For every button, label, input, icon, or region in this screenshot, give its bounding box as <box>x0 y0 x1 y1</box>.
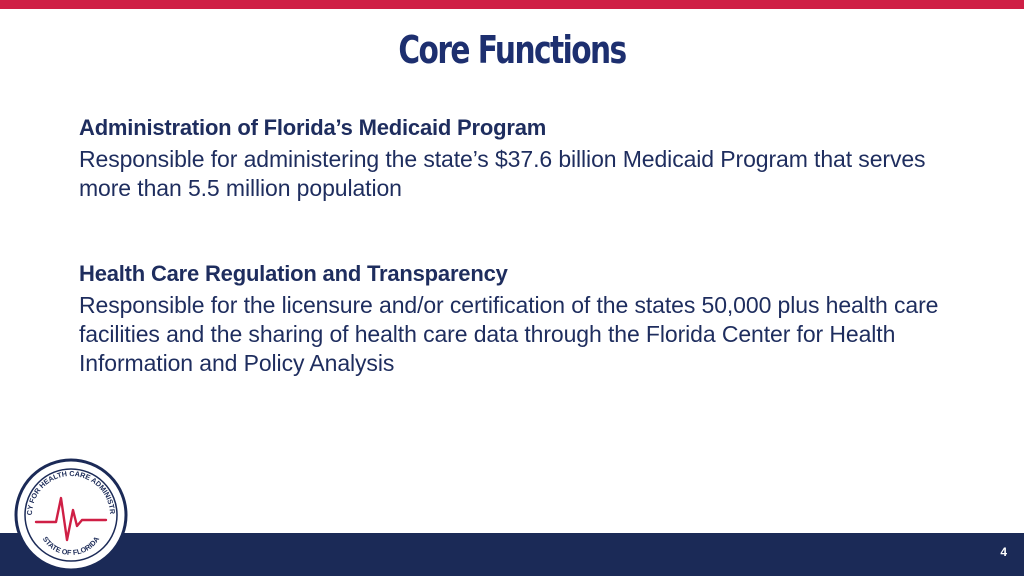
section-heading: Administration of Florida’s Medicaid Pro… <box>79 115 547 140</box>
agency-logo: AGENCY FOR HEALTH CARE ADMINISTRATION ST… <box>14 458 128 572</box>
logo-inner-ring <box>24 468 118 562</box>
section-body: Responsible for the licensure and/or cer… <box>79 292 939 376</box>
section-medicaid: Administration of Florida’s Medicaid Pro… <box>79 111 979 203</box>
bottom-footer-bar <box>0 533 1024 576</box>
heartbeat-icon <box>34 496 108 542</box>
page-number: 4 <box>1000 545 1007 559</box>
page-title: Core Functions <box>398 28 627 72</box>
section-body: Responsible for administering the state’… <box>79 146 926 201</box>
top-accent-bar <box>0 0 1024 9</box>
section-regulation: Health Care Regulation and Transparency … <box>79 257 979 378</box>
section-heading: Health Care Regulation and Transparency <box>79 261 508 286</box>
